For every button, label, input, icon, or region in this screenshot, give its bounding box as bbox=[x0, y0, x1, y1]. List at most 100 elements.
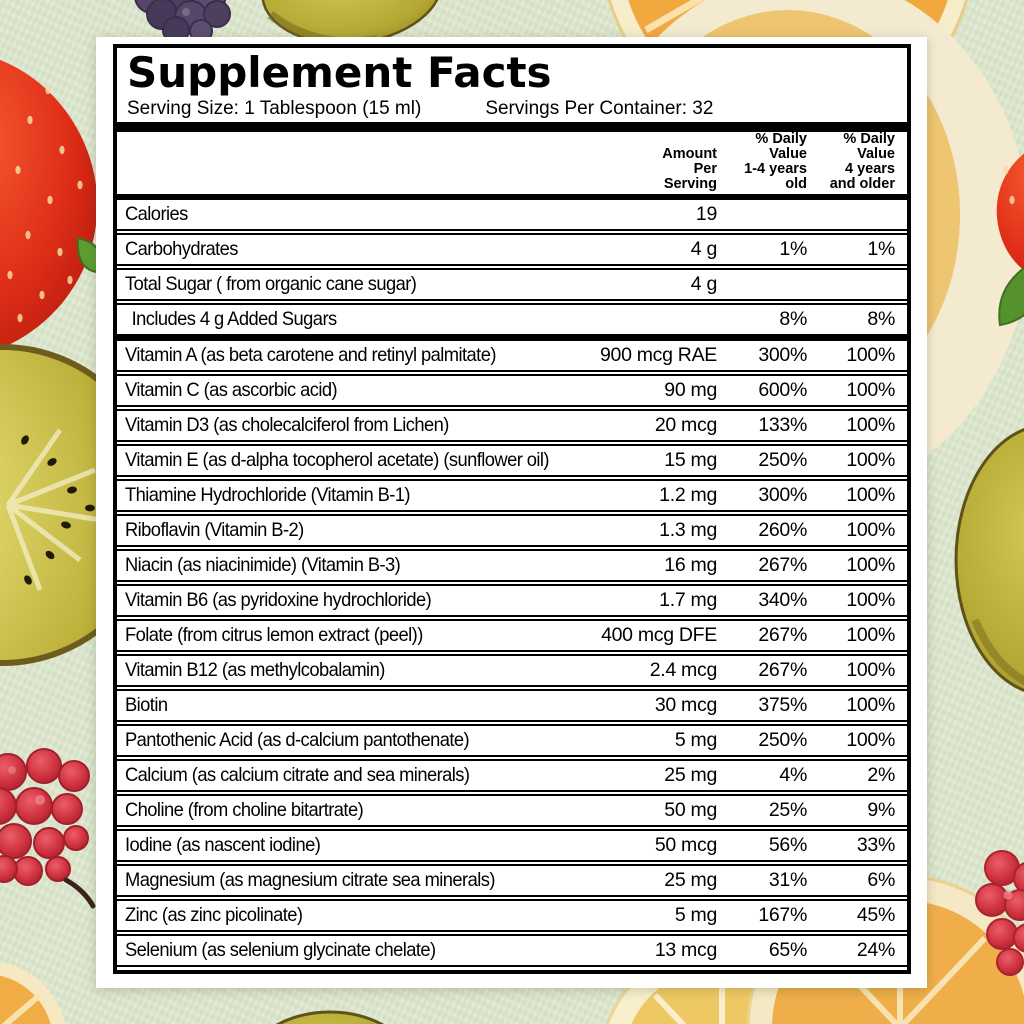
daily-value-4-and-older: 100% bbox=[846, 344, 895, 366]
daily-value-4-and-older: 100% bbox=[846, 694, 895, 716]
daily-value-4-and-older: 100% bbox=[846, 729, 895, 751]
amount-per-serving-value: 19 bbox=[695, 203, 717, 225]
nutrient-name: Choline (from choline bitartrate) bbox=[125, 799, 364, 821]
facts-header: Supplement Facts Serving Size: 1 Tablesp… bbox=[117, 48, 907, 122]
column-headers: Amount Per Serving % Daily Value 1-4 yea… bbox=[117, 132, 907, 194]
daily-value-4-and-older: 45% bbox=[856, 904, 895, 926]
thick-divider bbox=[117, 334, 907, 341]
nutrient-name: Biotin bbox=[125, 694, 168, 716]
col-daily-value-4-up: % Daily Value 4 years and older bbox=[829, 131, 895, 192]
amount-per-serving-value: 25 mg bbox=[664, 764, 717, 786]
daily-value-1-4-years: 167% bbox=[758, 904, 807, 926]
daily-value-4-and-older: 1% bbox=[867, 238, 895, 260]
col-daily-value-1-4: % Daily Value 1-4 years old bbox=[744, 131, 807, 192]
nutrient-row: Pantothenic Acid (as d-calcium pantothen… bbox=[117, 724, 907, 757]
servings-per-container-text: Servings Per Container: 32 bbox=[485, 98, 714, 119]
daily-value-1-4-years: 4% bbox=[779, 764, 807, 786]
amount-per-serving-value: 25 mg bbox=[664, 869, 717, 891]
amount-per-serving-value: 30 mcg bbox=[654, 694, 717, 716]
nutrient-name: Total Sugar ( from organic cane sugar) bbox=[125, 273, 417, 295]
nutrient-row: Iodine (as nascent iodine) 50 mcg 56% 33% bbox=[117, 829, 907, 862]
nutrient-name: Calories bbox=[125, 203, 188, 225]
raspberry-bottom-right-icon bbox=[975, 850, 1024, 976]
daily-value-1-4-years: 1% bbox=[779, 238, 807, 260]
daily-value-1-4-years: 133% bbox=[758, 414, 807, 436]
amount-per-serving-value: 4 g bbox=[690, 273, 718, 295]
nutrient-name: Folate (from citrus lemon extract (peel)… bbox=[125, 624, 423, 646]
daily-value-4-and-older: 6% bbox=[867, 869, 895, 891]
daily-value-4-and-older: 100% bbox=[846, 379, 895, 401]
macro-rows-section: Calories 19 Carbohydrates 4 g 1% 1% Total Suga… bbox=[117, 200, 907, 334]
daily-value-4-and-older: 100% bbox=[846, 589, 895, 611]
daily-value-1-4-years: 31% bbox=[768, 869, 807, 891]
supplement-facts-table: Supplement Facts Serving Size: 1 Tablesp… bbox=[113, 44, 911, 974]
col-amount-per-serving: Amount Per Serving bbox=[662, 146, 717, 192]
daily-value-1-4-years: 600% bbox=[758, 379, 807, 401]
amount-per-serving-value: 13 mcg bbox=[654, 939, 717, 961]
blackberry-icon bbox=[134, 0, 231, 44]
daily-value-1-4-years: 260% bbox=[758, 519, 807, 541]
daily-value-1-4-years: 375% bbox=[758, 694, 807, 716]
nutrient-name: Vitamin B12 (as methylcobalamin) bbox=[125, 659, 385, 681]
nutrient-name: Zinc (as zinc picolinate) bbox=[125, 904, 303, 926]
daily-value-4-and-older: 100% bbox=[846, 554, 895, 576]
amount-per-serving-value: 900 mcg RAE bbox=[599, 344, 717, 366]
nutrient-row: Total Sugar ( from organic cane sugar) 4 … bbox=[117, 268, 907, 301]
amount-per-serving-value: 20 mcg bbox=[654, 414, 717, 436]
nutrient-row: Niacin (as niacinimide) (Vitamin B-3) 16 … bbox=[117, 549, 907, 582]
serving-size-text: Serving Size: 1 Tablespoon (15 ml) bbox=[127, 98, 422, 119]
daily-value-4-and-older: 33% bbox=[856, 834, 895, 856]
amount-per-serving-value: 15 mg bbox=[664, 449, 717, 471]
nutrient-name: Selenium (as selenium glycinate chelate) bbox=[125, 939, 436, 961]
nutrient-name: Carbohydrates bbox=[125, 238, 238, 260]
nutrient-name: Calcium (as calcium citrate and sea mine… bbox=[125, 764, 470, 786]
nutrient-name: Iodine (as nascent iodine) bbox=[125, 834, 321, 856]
nutrient-row: Biotin 30 mcg 375% 100% bbox=[117, 689, 907, 722]
daily-value-4-and-older: 9% bbox=[867, 799, 895, 821]
nutrient-row: Magnesium (as magnesium citrate sea mine… bbox=[117, 864, 907, 897]
nutrient-row: Vitamin A (as beta carotene and retinyl … bbox=[117, 341, 907, 372]
nutrient-name: Pantothenic Acid (as d-calcium pantothen… bbox=[125, 729, 470, 751]
amount-per-serving-value: 50 mg bbox=[664, 799, 717, 821]
amount-per-serving-value: 1.3 mg bbox=[659, 519, 717, 541]
nutrient-name: Niacin (as niacinimide) (Vitamin B-3) bbox=[125, 554, 401, 576]
strawberry-left-icon bbox=[0, 60, 102, 349]
raspberry-bottom-left-icon bbox=[0, 748, 96, 909]
amount-per-serving-value: 1.2 mg bbox=[659, 484, 717, 506]
nutrient-name: Vitamin B6 (as pyridoxine hydrochloride) bbox=[125, 589, 432, 611]
daily-value-1-4-years: 267% bbox=[758, 659, 807, 681]
daily-value-1-4-years: 250% bbox=[758, 729, 807, 751]
nutrient-name: Riboflavin (Vitamin B-2) bbox=[125, 519, 304, 541]
thick-divider bbox=[117, 194, 907, 200]
nutrient-row: Includes 4 g Added Sugars 8% 8% bbox=[117, 303, 907, 334]
nutrient-row: Choline (from choline bitartrate) 50 mg 25… bbox=[117, 794, 907, 827]
daily-value-4-and-older: 100% bbox=[846, 624, 895, 646]
nutrient-row: Riboflavin (Vitamin B-2) 1.3 mg 260% 100% bbox=[117, 514, 907, 547]
daily-value-1-4-years: 25% bbox=[768, 799, 807, 821]
amount-per-serving-value: 50 mcg bbox=[654, 834, 717, 856]
amount-per-serving-value: 16 mg bbox=[664, 554, 717, 576]
daily-value-1-4-years: 8% bbox=[779, 308, 807, 330]
nutrient-row: Calcium (as calcium citrate and sea mine… bbox=[117, 759, 907, 792]
daily-value-1-4-years: 267% bbox=[758, 554, 807, 576]
amount-per-serving-value: 1.7 mg bbox=[659, 589, 717, 611]
nutrient-row: Vitamin B12 (as methylcobalamin) 2.4 mcg 2… bbox=[117, 654, 907, 687]
orange-slice-bottom-left-icon bbox=[0, 961, 65, 1024]
daily-value-1-4-years: 300% bbox=[758, 484, 807, 506]
daily-value-4-and-older: 100% bbox=[846, 414, 895, 436]
nutrient-row: Vitamin D3 (as cholecalciferol from Lich… bbox=[117, 409, 907, 442]
daily-value-4-and-older: 2% bbox=[867, 764, 895, 786]
daily-value-1-4-years: 56% bbox=[768, 834, 807, 856]
amount-per-serving-value: 2.4 mcg bbox=[649, 659, 718, 681]
daily-value-4-and-older: 24% bbox=[856, 939, 895, 961]
nutrient-name: Magnesium (as magnesium citrate sea mine… bbox=[125, 869, 495, 891]
kiwi-bottom-icon bbox=[275, 1010, 385, 1024]
thick-divider bbox=[117, 122, 907, 132]
nutrient-row: Folate (from citrus lemon extract (peel)… bbox=[117, 619, 907, 652]
amount-per-serving-value: 5 mg bbox=[674, 904, 717, 926]
nutrient-row: Vitamin B6 (as pyridoxine hydrochloride)… bbox=[117, 584, 907, 617]
nutrient-name: Vitamin D3 (as cholecalciferol from Lich… bbox=[125, 414, 449, 436]
label-panel: Supplement Facts Serving Size: 1 Tablesp… bbox=[96, 37, 927, 988]
daily-value-1-4-years: 65% bbox=[768, 939, 807, 961]
nutrient-row: Thiamine Hydrochloride (Vitamin B-1) 1.2 … bbox=[117, 479, 907, 512]
